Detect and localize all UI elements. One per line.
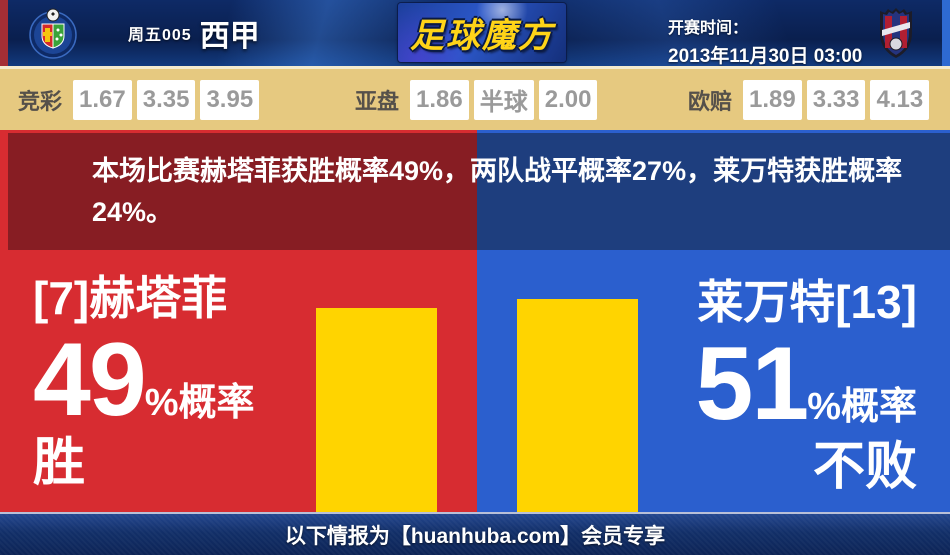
getafe-crest-icon — [28, 8, 78, 65]
home-outcome-label: 胜 — [33, 434, 86, 492]
league-label: 西甲 — [199, 20, 260, 53]
odds-group-oupei: 欧赔 1.89 3.33 4.13 — [688, 69, 930, 130]
home-probability-suffix: %概率 — [144, 382, 255, 424]
away-outcome-label: 不败 — [812, 438, 917, 496]
odds-group-yapan: 亚盘 1.86 半球 2.00 — [355, 69, 598, 130]
prediction-panel: 本场比赛赫塔菲获胜概率49%，两队战平概率27%，莱万特获胜概率24%。 [7]… — [0, 130, 950, 512]
round-label: 周五005 — [128, 27, 192, 44]
away-color-strip — [942, 0, 950, 66]
jingcai-away-odds: 3.95 — [200, 79, 260, 120]
oupei-draw-odds: 3.33 — [806, 79, 866, 120]
site-logo[interactable]: 足球魔方 — [398, 3, 566, 62]
match-label: 周五005 西甲 — [128, 0, 260, 66]
levante-crest-icon — [873, 6, 919, 65]
oupei-label: 欧赔 — [688, 88, 733, 114]
jingcai-home-odds: 1.67 — [73, 79, 132, 120]
footer-notice: 以下情报为【huanhuba.com】会员专享 — [284, 524, 666, 548]
oupei-away-odds: 4.13 — [870, 79, 930, 120]
match-header: 周五005 西甲 足球魔方 开赛时间： 2013年11月30日 03:00 — [0, 0, 950, 68]
home-probability-value: 49 — [33, 322, 147, 438]
home-probability-line: 49%概率 — [33, 328, 303, 432]
jingcai-draw-odds: 3.35 — [136, 79, 196, 120]
home-team-name: [7]赫塔菲 — [33, 272, 228, 324]
kickoff-time: 2013年11月30日 03:00 — [668, 46, 863, 67]
away-probability-suffix: %概率 — [807, 386, 917, 428]
away-probability-value: 51 — [695, 326, 810, 442]
site-logo-text: 足球魔方 — [410, 17, 554, 55]
summary-text: 本场比赛赫塔菲获胜概率49%，两队战平概率27%，莱万特获胜概率24%。 — [92, 156, 903, 227]
home-team-block: [7]赫塔菲 49%概率 胜 — [33, 272, 303, 492]
yapan-away-odds: 2.00 — [538, 79, 598, 120]
kickoff-info: 开赛时间： 2013年11月30日 03:00 — [668, 14, 862, 68]
away-probability-line: 51%概率 — [647, 332, 917, 436]
yapan-home-odds: 1.86 — [410, 79, 469, 120]
kickoff-label: 开赛时间： — [668, 20, 749, 37]
odds-group-jingcai: 竞彩 1.67 3.35 3.95 — [18, 69, 260, 130]
away-team-name: 莱万特[13] — [697, 276, 917, 328]
away-probability-bar — [517, 299, 638, 512]
home-color-strip — [0, 0, 8, 66]
yapan-handicap: 半球 — [473, 79, 534, 120]
home-probability-bar — [316, 308, 437, 512]
yapan-label: 亚盘 — [355, 88, 400, 114]
odds-bar: 竞彩 1.67 3.35 3.95 亚盘 1.86 半球 2.00 欧赔 1.8… — [0, 66, 950, 130]
away-team-block: 莱万特[13] 51%概率 不败 — [647, 276, 917, 496]
summary-band: 本场比赛赫塔菲获胜概率49%，两队战平概率27%，莱万特获胜概率24%。 — [8, 133, 950, 250]
footer-bar: 以下情报为【huanhuba.com】会员专享 — [0, 512, 950, 555]
jingcai-label: 竞彩 — [18, 88, 63, 114]
oupei-home-odds: 1.89 — [743, 79, 802, 120]
